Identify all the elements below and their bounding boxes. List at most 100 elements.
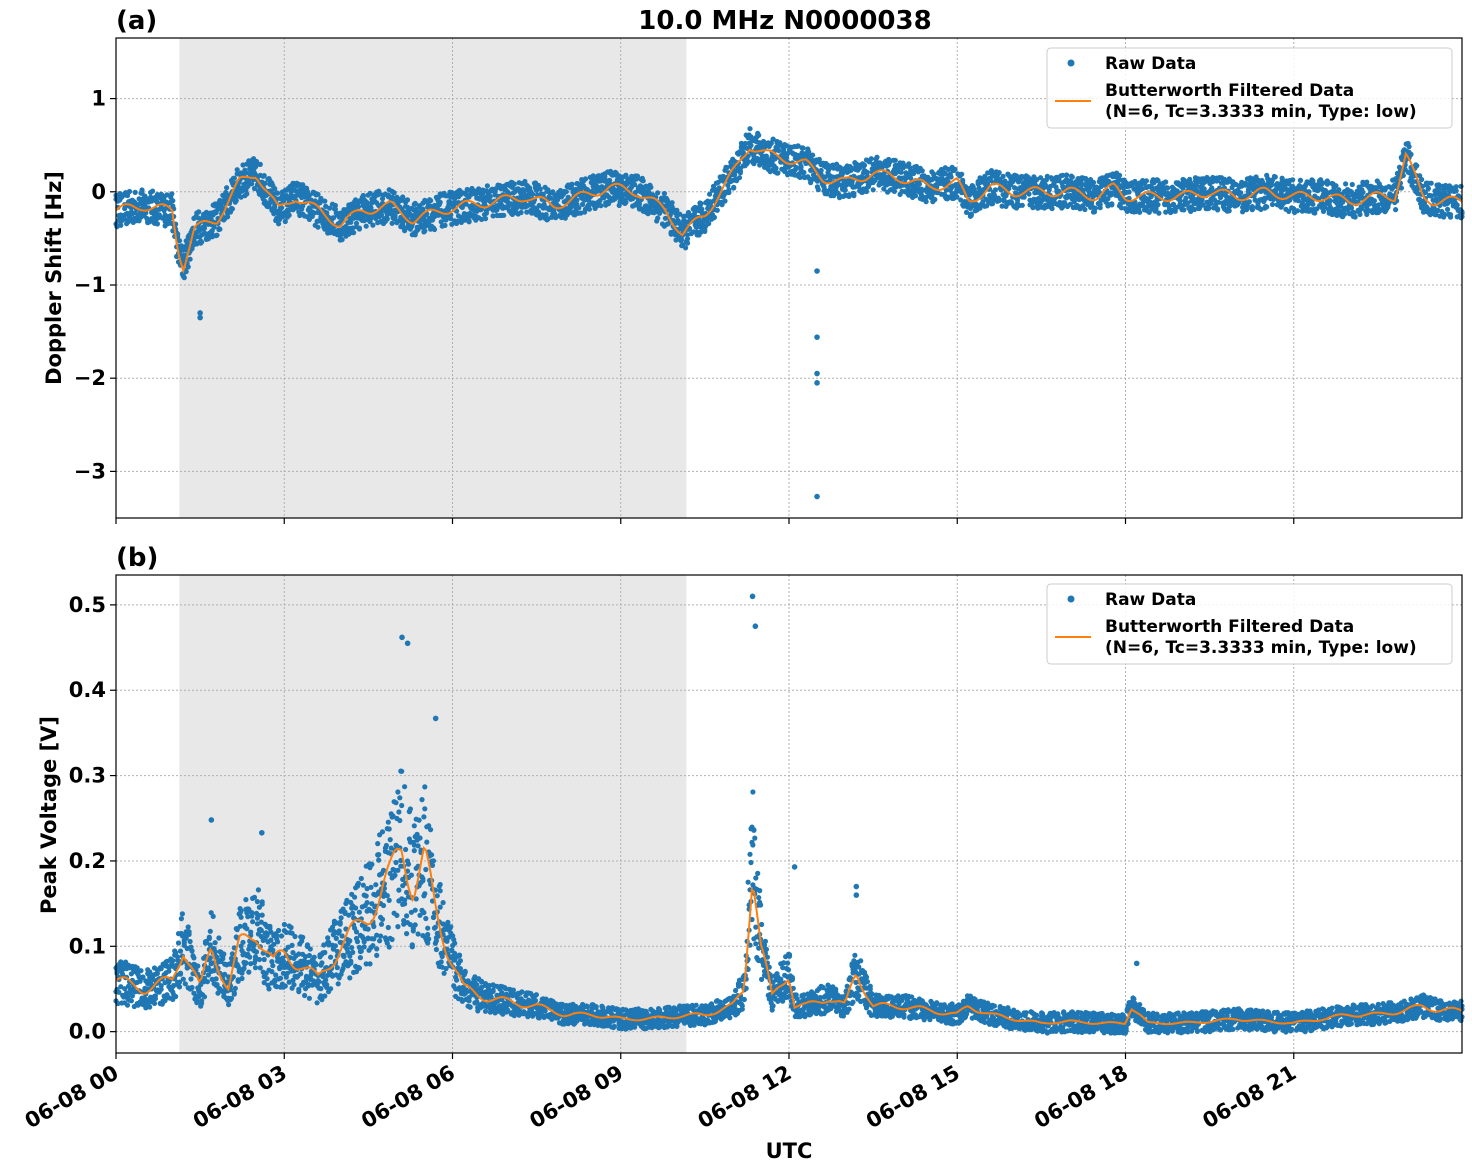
raw-data-point	[275, 939, 280, 944]
raw-data-point	[949, 174, 954, 179]
raw-data-point	[1117, 173, 1122, 178]
raw-data-point	[278, 976, 283, 981]
raw-data-point	[202, 994, 207, 999]
raw-data-point	[300, 935, 305, 940]
raw-data-point	[279, 933, 284, 938]
raw-data-point	[1001, 174, 1006, 179]
y-tick-label: 0.2	[69, 849, 106, 873]
raw-data-point	[125, 1003, 130, 1008]
raw-data-point	[1269, 183, 1274, 188]
raw-data-point	[655, 216, 660, 221]
raw-data-point	[1165, 185, 1170, 190]
raw-data-point	[289, 925, 294, 930]
raw-data-point	[800, 145, 805, 150]
raw-data-point	[773, 166, 778, 171]
raw-data-point	[1238, 190, 1243, 195]
raw-data-point	[1357, 212, 1362, 217]
raw-data-point	[893, 158, 898, 163]
raw-data-point	[801, 170, 806, 175]
raw-data-point	[177, 238, 182, 243]
raw-data-point	[196, 209, 201, 214]
raw-data-point	[291, 982, 296, 987]
raw-data-point	[1342, 211, 1347, 216]
raw-data-point	[336, 981, 341, 986]
y-tick-label: −3	[74, 459, 106, 483]
raw-data-point	[1098, 205, 1103, 210]
raw-data-point	[214, 976, 219, 981]
raw-data-point	[1181, 207, 1186, 212]
raw-data-point	[357, 226, 362, 231]
raw-data-point	[712, 215, 717, 220]
raw-data-point	[240, 940, 245, 945]
raw-data-point	[260, 913, 265, 918]
raw-data-point	[315, 1000, 320, 1005]
raw-data-point	[1310, 202, 1315, 207]
night-shade-region	[179, 575, 686, 1053]
raw-data-point	[258, 162, 263, 167]
raw-data-point	[726, 190, 731, 195]
raw-data-point	[623, 200, 628, 205]
raw-data-point	[263, 181, 268, 186]
raw-data-point	[564, 189, 569, 194]
raw-data-point	[607, 178, 612, 183]
raw-data-point	[340, 933, 345, 938]
raw-data-point	[1173, 209, 1178, 214]
raw-data-point	[214, 233, 219, 238]
raw-data-point	[1455, 202, 1460, 207]
raw-data-point	[322, 993, 327, 998]
raw-data-outlier	[814, 494, 820, 500]
raw-data-point	[351, 230, 356, 235]
raw-data-point	[260, 899, 265, 904]
raw-data-point	[312, 955, 317, 960]
raw-data-point	[188, 976, 193, 981]
raw-data-point	[256, 887, 261, 892]
raw-data-point	[230, 206, 235, 211]
raw-data-point	[328, 955, 333, 960]
raw-data-point	[338, 920, 343, 925]
raw-data-point	[1407, 144, 1412, 149]
raw-data-point	[738, 170, 743, 175]
raw-data-point	[683, 245, 688, 250]
raw-data-point	[211, 914, 216, 919]
raw-data-point	[1353, 214, 1358, 219]
raw-data-point	[319, 960, 324, 965]
y-tick-label: 0.5	[69, 593, 106, 617]
raw-data-point	[843, 188, 848, 193]
raw-data-point	[446, 206, 451, 211]
raw-data-point	[747, 126, 752, 131]
raw-data-point	[1127, 189, 1132, 194]
raw-data-point	[385, 216, 390, 221]
raw-data-point	[188, 939, 193, 944]
raw-data-point	[1445, 207, 1450, 212]
raw-data-point	[392, 190, 397, 195]
raw-data-point	[276, 928, 281, 933]
raw-data-point	[874, 155, 879, 160]
raw-data-point	[307, 953, 312, 958]
raw-data-point	[182, 275, 187, 280]
raw-data-point	[354, 221, 359, 226]
raw-data-point	[648, 185, 653, 190]
raw-data-point	[226, 1002, 231, 1007]
raw-data-point	[283, 983, 288, 988]
raw-data-point	[179, 916, 184, 921]
raw-data-point	[1109, 202, 1114, 207]
raw-data-point	[1264, 204, 1269, 209]
raw-data-point	[254, 949, 259, 954]
raw-data-point	[150, 189, 155, 194]
raw-data-point	[186, 264, 191, 269]
raw-data-point	[247, 955, 252, 960]
raw-data-point	[186, 924, 191, 929]
raw-data-point	[587, 207, 592, 212]
y-tick-label: 0	[91, 180, 106, 204]
raw-data-point	[731, 185, 736, 190]
raw-data-point	[275, 191, 280, 196]
raw-data-point	[997, 170, 1002, 175]
raw-data-point	[798, 165, 803, 170]
raw-data-point	[679, 237, 684, 242]
raw-data-point	[775, 170, 780, 175]
raw-data-point	[1022, 195, 1027, 200]
raw-data-point	[1082, 207, 1087, 212]
raw-data-point	[1050, 206, 1055, 211]
raw-data-outlier	[197, 315, 203, 321]
raw-data-point	[118, 223, 123, 228]
